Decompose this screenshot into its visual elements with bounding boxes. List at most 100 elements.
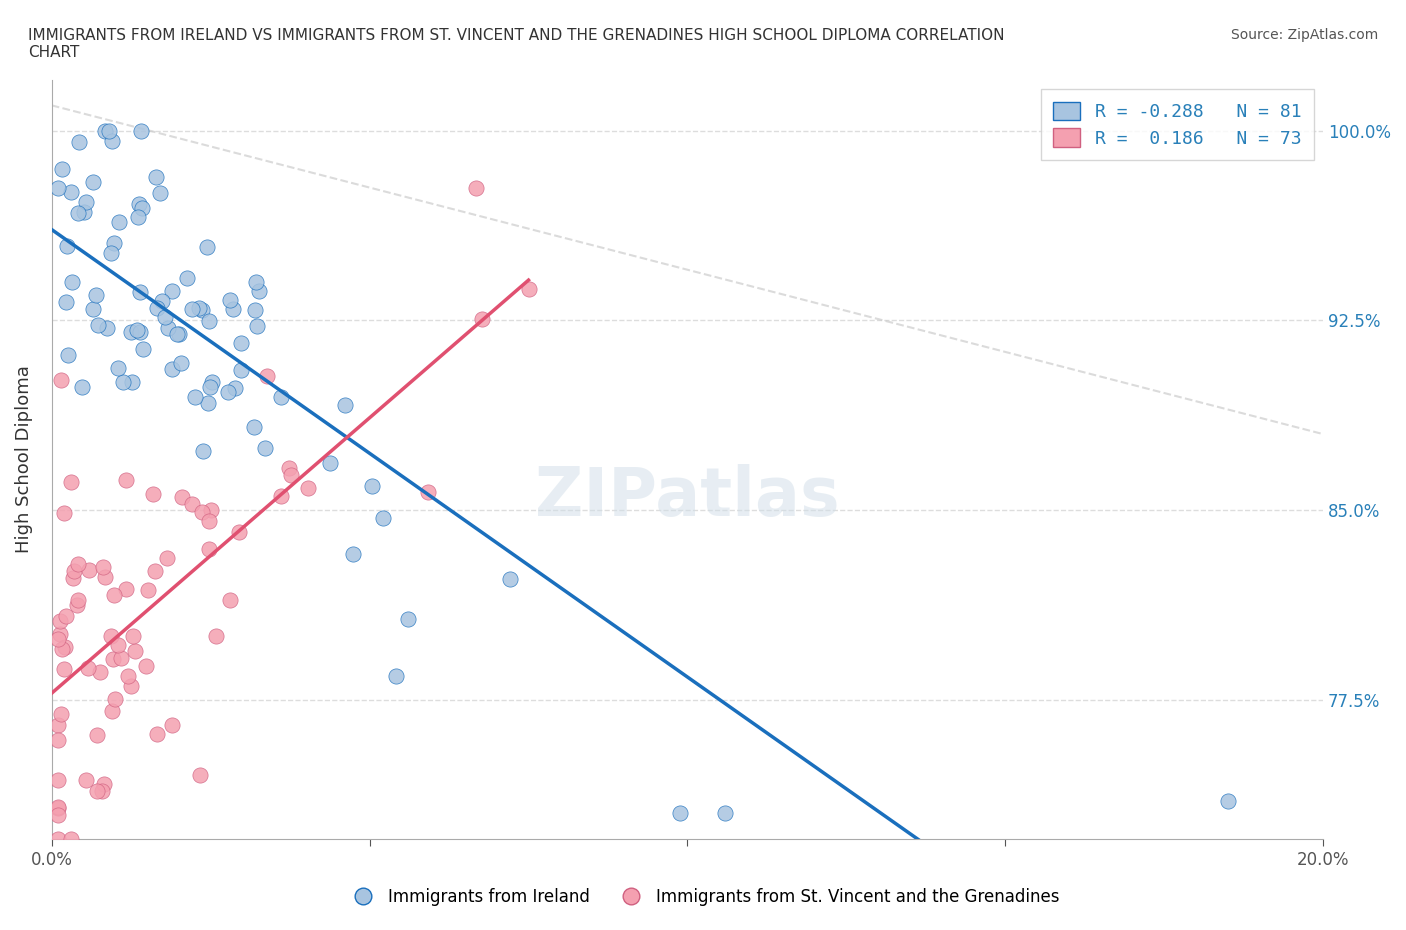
Legend: Immigrants from Ireland, Immigrants from St. Vincent and the Grenadines: Immigrants from Ireland, Immigrants from… [339, 881, 1067, 912]
Point [51, 161, 73, 176]
Point [142, 486, 165, 501]
Point [152, 293, 174, 308]
Point [155, 551, 177, 565]
Point [62, 570, 84, 585]
Point [246, 319, 269, 334]
Point [253, 441, 276, 456]
Point [75, 772, 97, 787]
Point [46, 180, 69, 195]
Point [166, 326, 188, 341]
Point [297, 480, 319, 495]
Point [396, 612, 419, 627]
Point [101, 704, 124, 719]
Point [46, 801, 69, 816]
Point [93, 777, 115, 791]
Point [49, 372, 72, 387]
Point [143, 564, 166, 578]
Point [101, 133, 124, 148]
Point [60, 274, 83, 289]
Point [499, 572, 522, 587]
Point [89, 665, 111, 680]
Point [48, 627, 70, 642]
Point [107, 360, 129, 375]
Point [49, 614, 72, 629]
Point [103, 235, 125, 250]
Point [100, 246, 122, 260]
Point [86, 318, 108, 333]
Point [176, 270, 198, 285]
Point [146, 726, 169, 741]
Point [46, 631, 69, 646]
Point [104, 692, 127, 707]
Point [245, 302, 267, 317]
Point [198, 541, 221, 556]
Point [155, 310, 177, 325]
Point [201, 375, 224, 390]
Point [46, 799, 69, 814]
Point [91, 783, 114, 798]
Point [190, 504, 212, 519]
Point [115, 581, 138, 596]
Point [66, 597, 89, 612]
Point [125, 323, 148, 338]
Point [82, 174, 104, 189]
Point [46, 831, 69, 846]
Point [82, 301, 104, 316]
Point [187, 300, 209, 315]
Point [56, 239, 79, 254]
Point [247, 284, 270, 299]
Point [129, 285, 152, 299]
Point [46, 807, 69, 822]
Point [67, 135, 90, 150]
Point [75, 195, 97, 210]
Point [342, 547, 364, 562]
Point [101, 651, 124, 666]
Point [107, 214, 129, 229]
Point [86, 784, 108, 799]
Point [191, 302, 214, 317]
Point [98, 124, 121, 139]
Point [242, 419, 264, 434]
Point [170, 356, 193, 371]
Point [157, 320, 180, 335]
Point [103, 588, 125, 603]
Point [198, 513, 221, 528]
Point [517, 282, 540, 297]
Point [145, 301, 167, 316]
Point [117, 669, 139, 684]
Point [228, 525, 250, 539]
Point [180, 497, 202, 512]
Point [53, 662, 76, 677]
Point [73, 205, 96, 219]
Point [128, 196, 150, 211]
Point [184, 390, 207, 405]
Point [219, 293, 242, 308]
Point [76, 660, 98, 675]
Point [114, 472, 136, 487]
Point [51, 707, 73, 722]
Point [218, 592, 240, 607]
Point [1216, 793, 1239, 808]
Point [385, 669, 408, 684]
Point [77, 563, 100, 578]
Point [217, 385, 239, 400]
Point [145, 170, 167, 185]
Point [162, 717, 184, 732]
Point [131, 124, 153, 139]
Text: IMMIGRANTS FROM IRELAND VS IMMIGRANTS FROM ST. VINCENT AND THE GRENADINES HIGH S: IMMIGRANTS FROM IRELAND VS IMMIGRANTS FR… [28, 28, 1005, 60]
Point [245, 275, 267, 290]
Point [67, 556, 90, 571]
Point [67, 206, 90, 220]
Point [46, 733, 69, 748]
Point [51, 641, 73, 656]
Legend: R = -0.288   N = 81, R =  0.186   N = 73: R = -0.288 N = 81, R = 0.186 N = 73 [1040, 89, 1315, 160]
Point [46, 773, 69, 788]
Point [60, 831, 83, 846]
Point [122, 629, 145, 644]
Point [188, 768, 211, 783]
Point [195, 240, 218, 255]
Point [149, 185, 172, 200]
Point [280, 468, 302, 483]
Point [127, 209, 149, 224]
Point [222, 301, 245, 316]
